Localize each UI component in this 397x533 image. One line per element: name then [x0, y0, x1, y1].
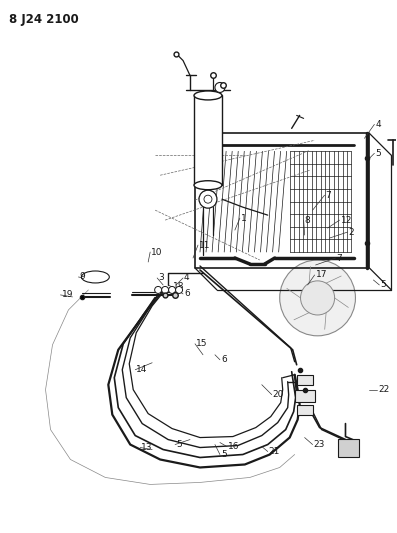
- Text: 17: 17: [316, 270, 327, 279]
- Text: 2: 2: [349, 228, 354, 237]
- Circle shape: [215, 83, 225, 92]
- Text: 8: 8: [304, 216, 310, 224]
- Circle shape: [301, 281, 335, 315]
- Bar: [297, 405, 312, 415]
- Text: 5: 5: [176, 440, 182, 449]
- Text: 4: 4: [376, 120, 381, 129]
- Text: 16: 16: [228, 442, 239, 451]
- Text: 12: 12: [341, 216, 352, 224]
- Ellipse shape: [81, 271, 109, 283]
- Text: 6: 6: [221, 356, 227, 364]
- Text: 10: 10: [151, 247, 163, 256]
- Bar: [194, 95, 222, 185]
- Text: 22: 22: [378, 385, 389, 394]
- Ellipse shape: [194, 91, 222, 100]
- Circle shape: [199, 190, 217, 208]
- Text: 5: 5: [376, 149, 381, 158]
- Text: 14: 14: [136, 365, 148, 374]
- Text: 8 J24 2100: 8 J24 2100: [9, 13, 79, 26]
- Text: 21: 21: [269, 447, 280, 456]
- Text: 5: 5: [380, 280, 386, 289]
- Text: 7: 7: [326, 191, 331, 200]
- Text: 23: 23: [314, 440, 325, 449]
- Text: 4: 4: [184, 273, 190, 282]
- Text: 15: 15: [196, 340, 208, 348]
- Circle shape: [169, 286, 175, 294]
- Text: 1: 1: [241, 214, 247, 223]
- Text: 11: 11: [199, 240, 210, 249]
- Circle shape: [175, 286, 183, 294]
- Text: 19: 19: [62, 290, 73, 300]
- Text: 5: 5: [221, 450, 227, 459]
- Circle shape: [162, 286, 169, 294]
- Bar: [337, 439, 359, 456]
- Text: 20: 20: [273, 390, 284, 399]
- Text: 18: 18: [173, 282, 185, 292]
- Text: 6: 6: [184, 289, 190, 298]
- Bar: [295, 390, 314, 402]
- Ellipse shape: [194, 181, 222, 190]
- Text: 7: 7: [337, 254, 342, 263]
- Circle shape: [204, 195, 212, 203]
- Text: 3: 3: [158, 273, 164, 282]
- Circle shape: [155, 286, 162, 294]
- Circle shape: [280, 260, 355, 336]
- Bar: [297, 375, 312, 385]
- Text: 13: 13: [141, 443, 153, 452]
- Text: 9: 9: [79, 272, 85, 281]
